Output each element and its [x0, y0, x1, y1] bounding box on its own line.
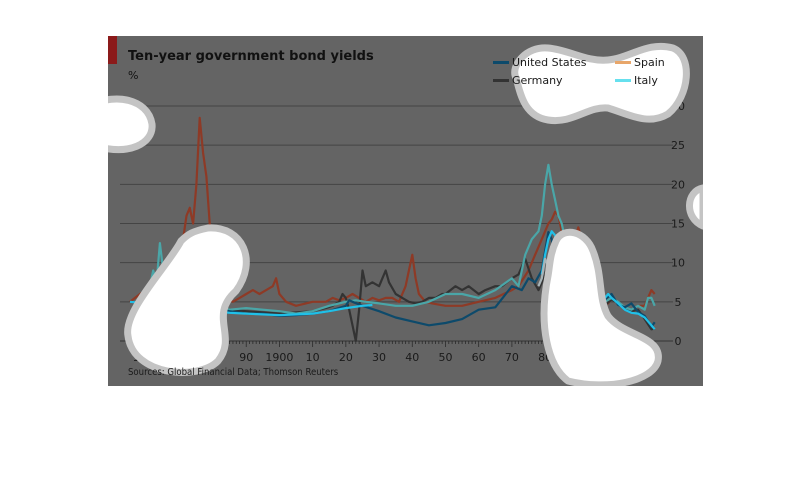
- legend-item-germany: Germany: [493, 74, 563, 87]
- source-note: Sources: Global Financial Data; Thomson …: [128, 367, 339, 378]
- legend-label: Germany: [512, 74, 563, 87]
- y-tick-label: 10: [671, 257, 685, 270]
- redaction-blob-legend: [511, 42, 690, 125]
- x-tick-label: 10: [306, 351, 320, 364]
- legend-label: Spain: [634, 56, 665, 69]
- y-tick-label: 0: [675, 335, 682, 348]
- legend: United States Spain Germany Italy: [493, 56, 693, 92]
- legend-label: Italy: [634, 74, 658, 87]
- red-tab-decoration: [108, 36, 117, 64]
- y-axis-unit-label: %: [128, 69, 139, 82]
- legend-item-italy: Italy: [615, 74, 658, 87]
- legend-item-spain: Spain: [615, 56, 665, 69]
- x-tick-label: 60: [472, 351, 486, 364]
- legend-item-united-states: United States: [493, 56, 587, 69]
- legend-label: United States: [512, 56, 587, 69]
- legend-swatch: [615, 78, 631, 82]
- y-tick-labels: 051015202530: [671, 100, 685, 348]
- y-tick-label: 15: [671, 218, 685, 231]
- y-tick-label: 20: [671, 178, 685, 191]
- x-tick-label: 1900: [265, 351, 293, 364]
- chart-title: Ten-year government bond yields: [128, 49, 374, 64]
- x-tick-label: 20: [339, 351, 353, 364]
- redaction-blob-right: [540, 228, 662, 386]
- x-tick-label: 90: [239, 351, 253, 364]
- x-tick-label: 50: [438, 351, 452, 364]
- legend-swatch: [615, 60, 631, 64]
- chart-plot: 051015202530 186070809019001020304050607…: [108, 42, 703, 386]
- chart-card: 051015202530 186070809019001020304050607…: [108, 36, 703, 386]
- redaction-blob-edge-right: [686, 184, 703, 230]
- y-tick-label: 5: [675, 296, 682, 309]
- legend-swatch: [493, 60, 509, 64]
- redaction-blob-edge-left: [108, 95, 156, 153]
- x-tick-label: 30: [372, 351, 386, 364]
- x-tick-label: 40: [405, 351, 419, 364]
- x-tick-label: 70: [505, 351, 519, 364]
- y-tick-label: 25: [671, 139, 685, 152]
- redaction-blobs: [108, 42, 703, 386]
- legend-swatch: [493, 78, 509, 82]
- redaction-blob-left: [124, 224, 250, 376]
